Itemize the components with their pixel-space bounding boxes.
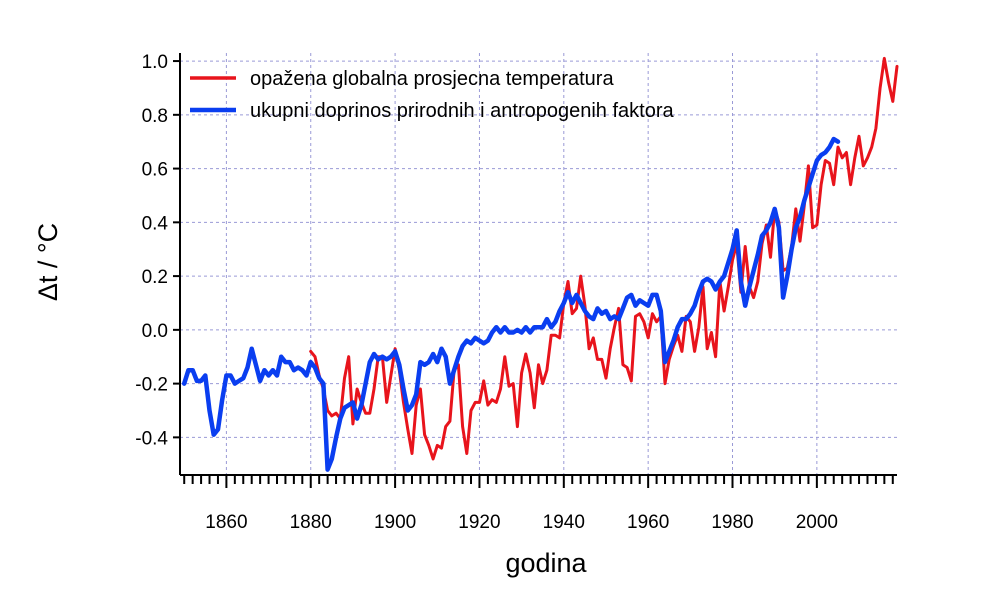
x-tick-label: 1940 bbox=[543, 512, 585, 533]
y-tick-label: 0.4 bbox=[142, 213, 169, 234]
y-tick-label: 0.6 bbox=[142, 160, 168, 181]
x-tick-label: 1960 bbox=[627, 512, 669, 533]
x-tick-label: 1900 bbox=[374, 512, 416, 533]
y-tick-label: 1.0 bbox=[142, 52, 168, 73]
legend-label-model: ukupni doprinos prirodnih i antropogenih… bbox=[250, 100, 674, 122]
ticks: -0.4 -0.2 0.0 0.2 0.4 0.6 0.8 1.0 1860 1880 1900 19… bbox=[135, 52, 894, 533]
y-tick-label: 0.2 bbox=[142, 267, 168, 288]
x-tick-label: 2000 bbox=[796, 512, 838, 533]
y-tick-label: 0.8 bbox=[142, 106, 168, 127]
x-tick-label: 1860 bbox=[205, 512, 247, 533]
legend-label-observed: opažena globalna prosjecna temperatura bbox=[250, 68, 614, 90]
y-tick-label: -0.4 bbox=[135, 428, 168, 449]
x-axis-title: godina bbox=[505, 548, 587, 578]
observed-temperature-line bbox=[309, 56, 899, 461]
x-tick-label: 1920 bbox=[458, 512, 500, 533]
x-tick-label: 1880 bbox=[290, 512, 332, 533]
y-tick-label: -0.2 bbox=[135, 375, 168, 396]
x-tick-label: 1980 bbox=[711, 512, 753, 533]
model-contribution-line bbox=[181, 136, 841, 472]
series-lines bbox=[181, 56, 899, 472]
legend: opažena globalna prosjecna temperatura u… bbox=[190, 68, 674, 122]
y-axis-title: Δt / °C bbox=[33, 223, 63, 301]
y-tick-label: 0.0 bbox=[142, 321, 168, 342]
